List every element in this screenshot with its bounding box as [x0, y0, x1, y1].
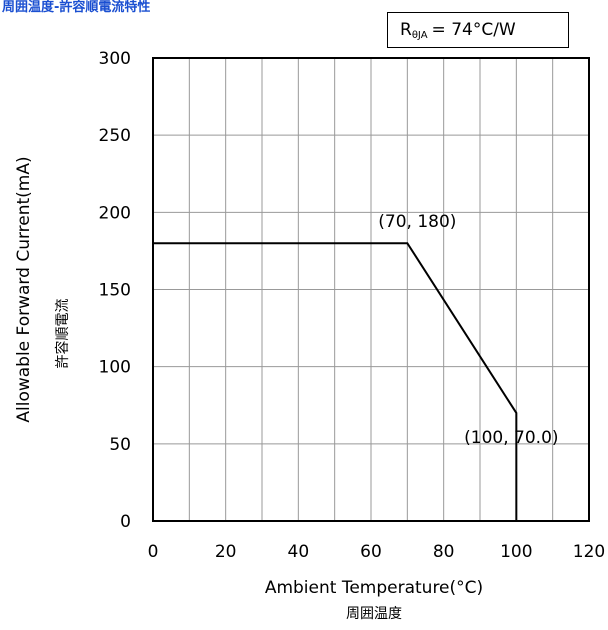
y-tick-label: 200 [99, 203, 131, 223]
x-tick-label: 40 [288, 542, 310, 562]
page-title: 周囲温度-許容順電流特性 [2, 0, 151, 15]
y-tick-label: 300 [99, 49, 131, 69]
y-tick-label: 50 [109, 435, 131, 455]
y-tick-label: 100 [99, 358, 131, 378]
series-line [153, 242, 518, 521]
y-tick-label: 0 [120, 512, 131, 532]
point-annotation: (100, 70.0) [464, 428, 558, 448]
x-tick-label: 80 [433, 542, 455, 562]
thermal-resistance-symbol: R [400, 20, 412, 40]
x-axis-subtitle: 周囲温度 [346, 606, 402, 622]
x-tick-label: 100 [500, 542, 532, 562]
grid-lines [153, 58, 589, 521]
y-axis-title: Allowable Forward Current(mA) [14, 156, 34, 422]
thermal-resistance-value: = 74°C/W [431, 20, 516, 40]
x-tick-label: 120 [573, 542, 605, 562]
x-tick-label: 0 [148, 542, 159, 562]
tick-labels: 0 20 40 60 80 100 120 0 50 100 150 200 250 300 [99, 49, 606, 562]
x-tick-label: 20 [215, 542, 237, 562]
y-tick-label: 250 [99, 126, 131, 146]
point-annotation: (70, 180) [378, 212, 456, 232]
plot-frame [152, 57, 590, 522]
x-tick-label: 60 [360, 542, 382, 562]
y-tick-label: 150 [99, 281, 131, 301]
thermal-resistance-subscript: θJA [411, 29, 428, 41]
x-axis-title: Ambient Temperature(°C) [265, 578, 483, 598]
annotations: (70, 180) (100, 70.0) [378, 212, 558, 448]
y-axis-subtitle: 許容順電流 [54, 299, 71, 369]
